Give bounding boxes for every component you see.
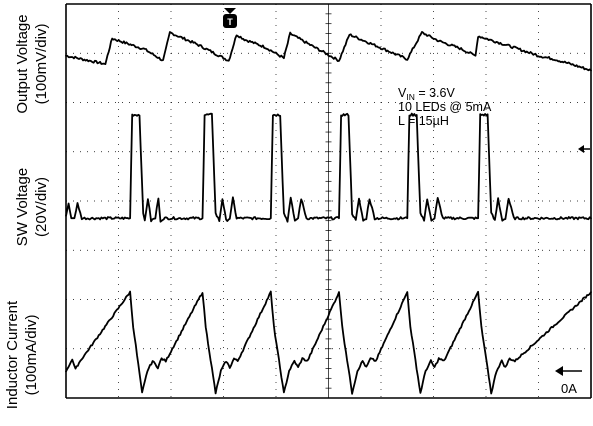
trigger-marker: T: [223, 8, 237, 28]
vin-annotation: VIN = 3.6V: [398, 86, 455, 102]
trigger-arrow-icon: [224, 8, 236, 14]
grid: [65, 3, 592, 399]
ch1-label-line2: (100mV/div): [33, 24, 50, 105]
sw-voltage-trace: [65, 112, 592, 223]
test-conditions: VIN = 3.6V 10 LEDs @ 5mA L = 15µH: [398, 86, 492, 128]
vin-symbol: V: [398, 86, 407, 100]
ch3-label-line2: (100mA/div): [23, 315, 40, 396]
ch3-label-line1: Inductor Current: [4, 300, 21, 409]
ch2-label-line2: (20V/div): [33, 177, 50, 237]
inductor-current-trace: [65, 290, 592, 395]
trigger-box: [223, 14, 237, 28]
ch2-label-line1: SW Voltage: [14, 168, 31, 246]
led-annotation: 10 LEDs @ 5mA: [398, 100, 492, 114]
vin-subscript: IN: [406, 92, 415, 102]
zero-amp-label: 0A: [561, 381, 577, 396]
output-voltage-trace: [65, 31, 592, 72]
ch1-label-line1: Output Voltage: [14, 14, 31, 113]
inductor-annotation: L = 15µH: [398, 114, 449, 128]
zero-arrow-icon: [555, 366, 563, 376]
vin-value: = 3.6V: [415, 86, 456, 100]
sw-ground-arrow-icon: [578, 145, 584, 153]
trigger-label: T: [227, 17, 233, 27]
